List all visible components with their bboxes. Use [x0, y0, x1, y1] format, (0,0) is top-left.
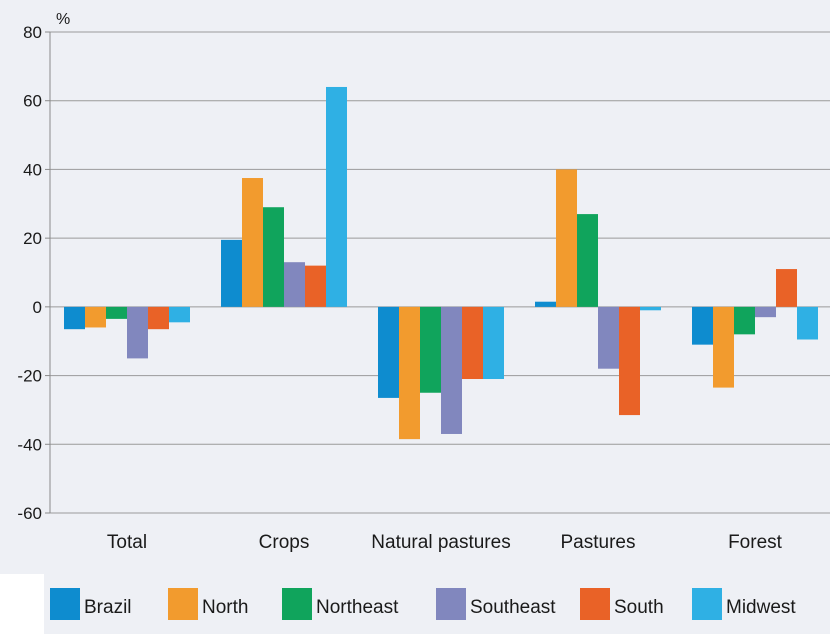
y-tick-label: 60 [23, 92, 42, 111]
bars [64, 86, 818, 440]
bar-north-pastures [556, 169, 577, 307]
category-label: Forest [728, 532, 783, 553]
bar-midwest-natural-pastures [483, 306, 504, 380]
chart-area: 80 60 40 20 0 -20 -40 -60 % Total Crops Natural p… [0, 0, 830, 574]
bar-north-natural-pastures [399, 306, 420, 440]
bar-northeast-pastures [577, 214, 598, 307]
bar-southeast-total [127, 306, 148, 359]
y-tick-label: 40 [23, 160, 42, 179]
bar-northeast-total [106, 306, 127, 319]
bar-southeast-pastures [598, 306, 619, 369]
legend-swatch [168, 588, 198, 620]
gridlines [50, 31, 830, 514]
legend-swatch [436, 588, 466, 620]
bar-brazil-forest [692, 306, 713, 345]
bar-brazil-total [64, 306, 85, 330]
y-tick-label: -20 [17, 367, 42, 386]
bar-northeast-natural-pastures [420, 306, 441, 393]
category-label: Natural pastures [371, 532, 510, 553]
bar-northeast-crops [263, 207, 284, 307]
category-label: Crops [259, 532, 310, 553]
legend-label: Brazil [84, 597, 132, 618]
bar-midwest-pastures [640, 306, 661, 311]
bar-north-forest [713, 306, 734, 388]
bar-south-total [148, 306, 169, 330]
legend: Brazil North Northeast Southeast South Midwes… [44, 574, 830, 634]
category-label: Pastures [561, 532, 636, 553]
bar-midwest-crops [326, 86, 347, 307]
bar-southeast-forest [755, 306, 776, 318]
legend-label: Midwest [726, 597, 796, 618]
bar-midwest-forest [797, 306, 818, 340]
legend-label: Northeast [316, 597, 399, 618]
bar-south-pastures [619, 306, 640, 416]
bar-brazil-pastures [535, 301, 556, 307]
bar-north-total [85, 306, 106, 328]
y-axis: 80 60 40 20 0 -20 -40 -60 [17, 23, 51, 523]
bar-southeast-natural-pastures [441, 306, 462, 434]
category-labels: Total Crops Natural pastures Pastures Forest [107, 532, 783, 553]
y-tick-label: 20 [23, 229, 42, 248]
bar-northeast-forest [734, 306, 755, 335]
bar-south-forest [776, 269, 797, 307]
legend-label: South [614, 597, 664, 618]
bar-south-natural-pastures [462, 306, 483, 380]
bar-brazil-crops [221, 239, 242, 307]
bar-brazil-natural-pastures [378, 306, 399, 398]
bar-north-crops [242, 178, 263, 307]
legend-swatch [50, 588, 80, 620]
legend-label: Southeast [470, 597, 556, 618]
y-tick-label: 0 [33, 298, 42, 317]
y-tick-label: -40 [17, 435, 42, 454]
y-tick-label: -60 [17, 504, 42, 523]
y-tick-label: 80 [23, 23, 42, 42]
bar-southeast-crops [284, 262, 305, 307]
legend-swatch [692, 588, 722, 620]
legend-label: North [202, 597, 249, 618]
bar-south-crops [305, 265, 326, 307]
bar-chart: 80 60 40 20 0 -20 -40 -60 % Total Crops Natural p… [17, 11, 830, 553]
category-label: Total [107, 532, 147, 553]
bar-midwest-total [169, 306, 190, 323]
legend-swatch [282, 588, 312, 620]
legend-swatch [580, 588, 610, 620]
y-unit-label: % [56, 11, 70, 28]
